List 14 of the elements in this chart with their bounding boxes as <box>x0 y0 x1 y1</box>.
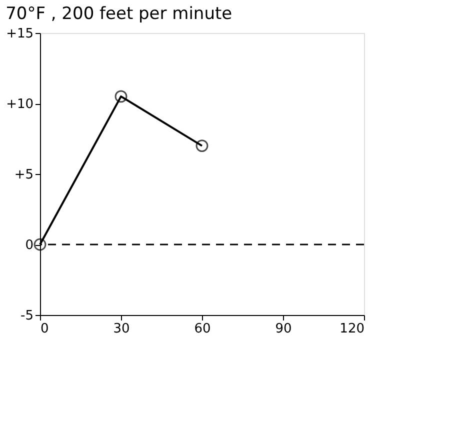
point <box>196 140 208 152</box>
point <box>114 90 128 103</box>
chart-title: 70°F , 200 feet per minute <box>6 4 232 24</box>
point <box>34 238 46 251</box>
y-tick-label: -5 <box>20 308 34 324</box>
y-tick-label: 0 <box>25 238 34 253</box>
y-tick-label: +15 <box>6 26 34 42</box>
x-tick-label: 90 <box>275 322 292 336</box>
x-tick-label: 60 <box>194 322 211 336</box>
x-tick-label: 30 <box>113 322 130 336</box>
x-tick-label: 0 <box>40 322 49 336</box>
y-tick-label: +10 <box>6 97 34 112</box>
x-tick-label: 120 <box>340 322 364 336</box>
y-tick-label: +5 <box>14 168 34 182</box>
